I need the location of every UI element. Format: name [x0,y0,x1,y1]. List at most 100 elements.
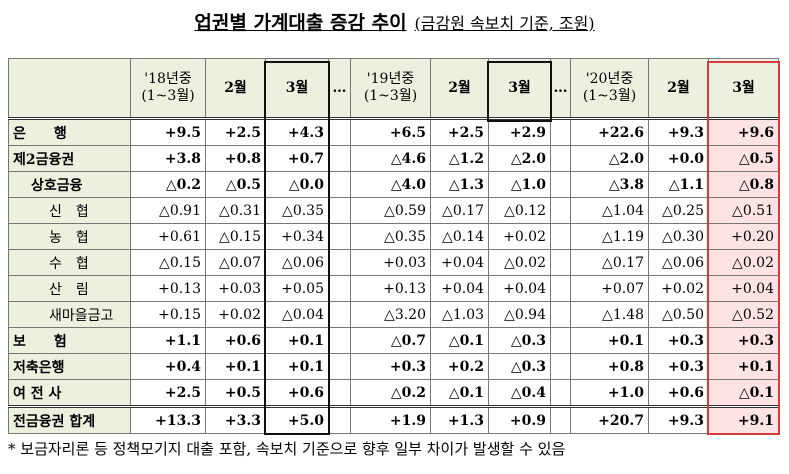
value-cell: △0.3 [488,327,551,354]
column-header: … [328,58,351,120]
value-cell: △0.35 [265,197,329,224]
value-cell: △1.48 [570,301,649,328]
gap-cell [328,249,351,276]
value-cell: +5.0 [265,405,329,434]
value-cell: △0.0 [265,171,329,198]
value-cell: +9.3 [648,405,709,434]
row-label: 제2금융권 [8,145,131,172]
title: 업권별 가계대출 증감 추이 [194,12,407,34]
row-label: 신 협 [8,197,131,224]
row-label: 수 협 [8,249,131,276]
value-cell: +0.02 [488,223,551,250]
value-cell: +0.1 [205,353,266,380]
gap-cell [328,145,351,172]
value-cell: +0.6 [648,379,709,407]
gap-cell [328,171,351,198]
value-cell: △1.04 [570,197,649,224]
value-cell: △0.7 [350,327,431,354]
column-header: '19년중 (1~3월) [350,58,431,120]
value-cell: +0.1 [570,327,649,354]
value-cell: +0.02 [205,301,266,328]
table-row: 상호금융 △0.2 △0.5 △0.0 △4.0 △1.3 △1.0 △3.8 △1.1 △0.8 [8,171,779,198]
gap-cell [328,275,351,302]
row-label: 보 험 [8,327,131,354]
value-cell: +0.5 [205,379,266,407]
value-cell: +0.1 [708,353,779,380]
table-row: 새마을금고 +0.15 +0.02 △0.04 △3.20 △1.03 △0.94 △1.48… [8,301,779,328]
gap-cell [550,379,571,407]
table-row: 수 협 △0.15 △0.07 △0.06 +0.03 +0.04 △0.02 △0.17 △0… [8,249,779,276]
column-header: 2월 [648,58,709,120]
gap-cell [328,223,351,250]
value-cell: +0.3 [708,327,779,354]
value-cell: +0.4 [130,353,206,380]
value-cell: △0.4 [488,379,551,407]
value-cell: △0.06 [648,249,709,276]
value-cell: △1.03 [430,301,489,328]
value-cell: +0.03 [205,275,266,302]
value-cell: △1.1 [648,171,709,198]
gap-cell [328,118,351,146]
value-cell: △0.51 [708,197,779,224]
value-cell: +1.9 [350,405,431,434]
value-cell: +0.3 [648,327,709,354]
value-cell: △0.1 [708,379,779,407]
value-cell: +9.1 [708,405,779,434]
header-row: '18년중 (1~3월) 2월 3월… '19년중 (1~3월) 2월 3월… '20년중 … [8,58,779,120]
value-cell: +9.6 [708,118,779,146]
value-cell: △0.8 [708,171,779,198]
value-cell: +2.9 [488,118,551,146]
row-label: 전금융권 합계 [8,405,131,434]
value-cell: +2.5 [130,379,206,407]
value-cell: +20.7 [570,405,649,434]
column-header: 3월 [488,58,551,120]
gap-cell [328,353,351,380]
corner-cell [8,58,131,120]
column-header: '20년중 (1~3월) [570,58,649,120]
value-cell: +0.15 [130,301,206,328]
table-row: 전금융권 합계 +13.3 +3.3 +5.0 +1.9 +1.3 +0.9 +20.7 +9.… [8,405,779,434]
value-cell: +0.7 [265,145,329,172]
value-cell: △4.6 [350,145,431,172]
value-cell: +0.34 [265,223,329,250]
gap-cell [550,405,571,434]
value-cell: △1.3 [430,171,489,198]
column-header: 3월 [708,58,779,120]
column-header: 2월 [205,58,266,120]
value-cell: +9.5 [130,118,206,146]
value-cell: △2.0 [488,145,551,172]
value-cell: +0.02 [648,275,709,302]
row-label: 여 전 사 [8,379,131,407]
title-line: 업권별 가계대출 증감 추이 (금감원 속보치 기준, 조원) [0,8,789,35]
value-cell: △0.15 [205,223,266,250]
table-body: 은 행 +9.5 +2.5 +4.3 +6.5 +2.5 +2.9 +22.6 +9.3 +9.6… [8,118,779,434]
value-cell: +1.0 [570,379,649,407]
value-cell: △0.3 [488,353,551,380]
row-label: 농 협 [8,223,131,250]
value-cell: +9.3 [648,118,709,146]
subtitle: (금감원 속보치 기준, 조원) [414,14,595,33]
value-cell: △1.0 [488,171,551,198]
value-cell: △0.15 [130,249,206,276]
value-cell: △0.12 [488,197,551,224]
value-cell: +0.2 [430,353,489,380]
value-cell: △0.52 [708,301,779,328]
column-header: 3월 [265,58,329,120]
value-cell: △1.19 [570,223,649,250]
value-cell: +0.8 [570,353,649,380]
value-cell: +1.3 [430,405,489,434]
column-header: … [550,58,571,120]
value-cell: +0.13 [130,275,206,302]
value-cell: △1.2 [430,145,489,172]
table-row: 여 전 사 +2.5 +0.5 +0.6 △0.2 △0.1 △0.4 +1.0 +0.6 △0.… [8,379,779,407]
value-cell: △0.5 [205,171,266,198]
value-cell: △0.2 [130,171,206,198]
value-cell: +22.6 [570,118,649,146]
loan-table: '18년중 (1~3월) 2월 3월… '19년중 (1~3월) 2월 3월… '20년중 … [8,58,779,434]
gap-cell [550,197,571,224]
gap-cell [550,353,571,380]
value-cell: +0.9 [488,405,551,434]
gap-cell [328,327,351,354]
gap-cell [550,275,571,302]
